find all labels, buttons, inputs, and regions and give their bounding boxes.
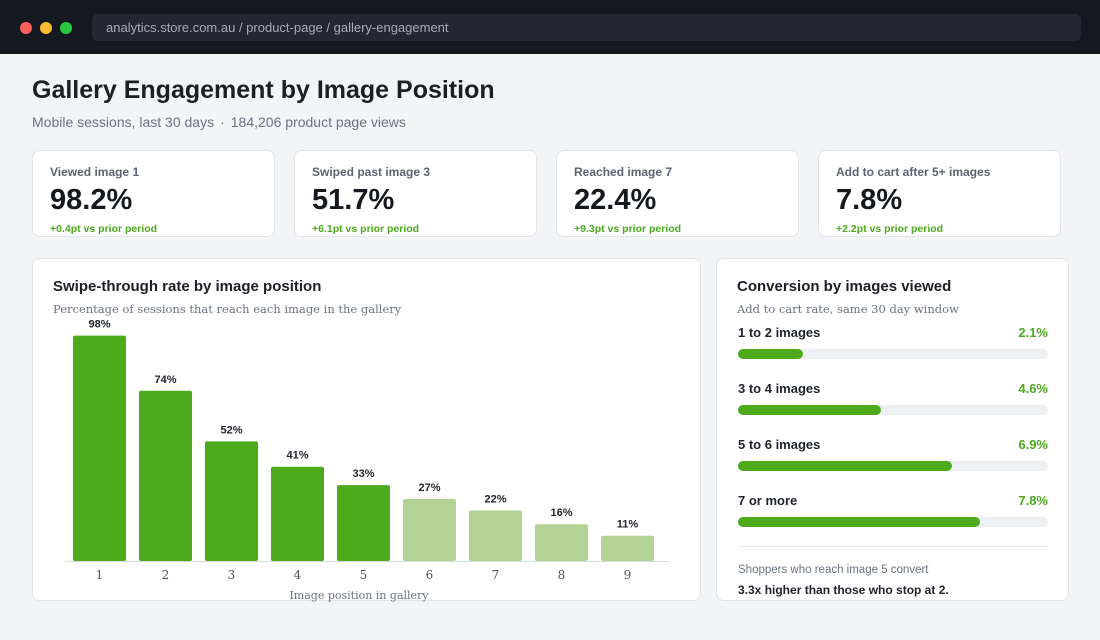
chart-bar — [337, 485, 390, 561]
swipe-panel-title: Swipe-through rate by image position — [53, 278, 322, 295]
close-window-button[interactable] — [20, 22, 32, 34]
conversion-panel: Conversion by images viewed Add to cart … — [716, 258, 1069, 601]
chart-tick-label: 1 — [96, 568, 104, 582]
chart-tick-label: 8 — [558, 568, 566, 582]
chart-tick-label: 7 — [492, 568, 500, 582]
chart-data-label: 74% — [154, 374, 176, 386]
chart-bar — [139, 390, 192, 561]
conversion-panel-title: Conversion by images viewed — [737, 278, 952, 295]
kpi-label: Viewed image 1 — [50, 165, 140, 179]
chart-bar — [205, 441, 258, 561]
chart-bar — [403, 498, 456, 561]
kpi-value: 7.8% — [836, 184, 903, 216]
kpi-card-viewed-image-1: Viewed image 1 98.2% +0.4pt vs prior per… — [32, 150, 275, 237]
swipe-through-bar-chart: 98% 1 74% 2 52% 3 41% 4 33% 5 27% 6 22% 7 16% 8 11% 9 Imag… — [65, 319, 669, 602]
chart-tick-label: 6 — [426, 568, 434, 582]
chart-data-label: 41% — [286, 450, 308, 462]
conversion-bar-fill — [738, 461, 952, 471]
chart-data-label: 22% — [484, 493, 506, 505]
swipe-panel-subtitle: Percentage of sessions that reach each i… — [53, 302, 402, 316]
chart-x-axis-label: Image position in gallery — [289, 589, 429, 602]
subtitle-views: 184,206 product page views — [230, 114, 406, 130]
kpi-label: Add to cart after 5+ images — [836, 165, 991, 179]
conversion-row-label: 5 to 6 images — [738, 437, 821, 452]
conversion-row-value: 7.8% — [1018, 493, 1048, 508]
conversion-bar-track — [738, 461, 1048, 471]
conversion-row-label: 7 or more — [738, 493, 798, 508]
chart-tick-label: 2 — [162, 568, 170, 582]
conversion-row: 3 to 4 images 4.6% — [738, 381, 1048, 421]
conversion-row-value: 6.9% — [1018, 437, 1048, 452]
chart-data-label: 33% — [352, 468, 374, 480]
kpi-delta: +0.4pt vs prior period — [50, 223, 158, 235]
subtitle-separator: · — [220, 114, 225, 130]
kpi-label: Swiped past image 3 — [312, 165, 431, 179]
conversion-row: 7 or more 7.8% — [738, 493, 1048, 533]
conversion-bar-fill — [738, 405, 881, 415]
kpi-card-reached-image-7: Reached image 7 22.4% +9.3pt vs prior pe… — [556, 150, 799, 237]
divider — [738, 546, 1048, 547]
window-titlebar: analytics.store.com.au / product-page / … — [0, 0, 1100, 54]
maximize-window-button[interactable] — [60, 22, 72, 34]
kpi-delta: +9.3pt vs prior period — [574, 223, 682, 235]
conversion-bar-track — [738, 405, 1048, 415]
chart-data-label: 11% — [617, 519, 639, 531]
kpi-delta: +2.2pt vs prior period — [836, 223, 944, 235]
conversion-note-highlight: 3.3x higher than those who stop at 2. — [738, 583, 949, 597]
chart-bar — [73, 335, 126, 561]
kpi-card-add-to-cart: Add to cart after 5+ images 7.8% +2.2pt … — [818, 150, 1061, 237]
chart-bar — [469, 510, 522, 561]
conversion-row-value: 2.1% — [1018, 325, 1048, 340]
conversion-row-label: 3 to 4 images — [738, 381, 821, 396]
conversion-bar-track — [738, 517, 1048, 527]
conversion-row-label: 1 to 2 images — [738, 325, 821, 340]
conversion-bar-fill — [738, 349, 804, 359]
swipe-through-panel: Swipe-through rate by image position Per… — [32, 258, 701, 602]
chart-data-label: 27% — [418, 482, 440, 494]
subtitle-period: Mobile sessions, last 30 days — [32, 114, 215, 130]
chart-bar — [271, 466, 324, 561]
chart-data-label: 98% — [88, 319, 110, 331]
page-title: Gallery Engagement by Image Position — [32, 76, 495, 104]
chart-tick-label: 4 — [294, 568, 302, 582]
kpi-value: 51.7% — [312, 184, 395, 216]
kpi-delta: +6.1pt vs prior period — [312, 223, 420, 235]
page-subtitle: Mobile sessions, last 30 days · 184,206 pr… — [32, 114, 406, 130]
conversion-bar-fill — [738, 517, 980, 527]
chart-data-label: 52% — [220, 424, 242, 436]
kpi-card-swiped-past-image-3: Swiped past image 3 51.7% +6.1pt vs prio… — [294, 150, 537, 237]
chart-tick-label: 5 — [360, 568, 368, 582]
kpi-label: Reached image 7 — [574, 165, 673, 179]
conversion-row: 1 to 2 images 2.1% — [738, 325, 1048, 365]
conversion-row-value: 4.6% — [1018, 381, 1048, 396]
chart-tick-label: 9 — [624, 568, 632, 582]
address-bar[interactable]: analytics.store.com.au / product-page / … — [92, 14, 1081, 41]
conversion-row: 5 to 6 images 6.9% — [738, 437, 1048, 477]
chart-bar — [601, 535, 654, 561]
chart-tick-label: 3 — [228, 568, 236, 582]
kpi-value: 22.4% — [574, 184, 657, 216]
minimize-window-button[interactable] — [40, 22, 52, 34]
kpi-value: 98.2% — [50, 184, 133, 216]
chart-bar — [535, 524, 588, 561]
chart-data-label: 16% — [550, 507, 572, 519]
conversion-bar-track — [738, 349, 1048, 359]
conversion-note: Shoppers who reach image 5 convert — [738, 564, 929, 576]
conversion-panel-subtitle: Add to cart rate, same 30 day window — [737, 302, 959, 316]
